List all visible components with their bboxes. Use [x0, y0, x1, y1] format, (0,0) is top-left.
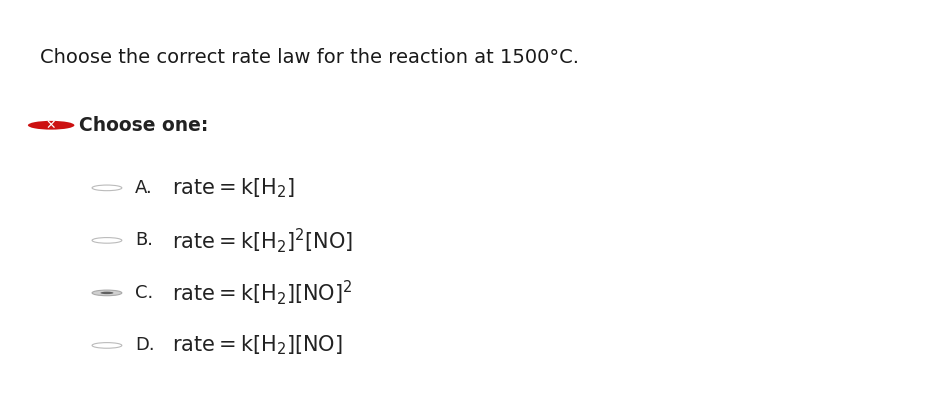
Ellipse shape [100, 292, 113, 294]
Text: C.: C. [135, 284, 153, 302]
Text: $\mathrm{rate=k}\left[\mathrm{H_2}\right]$: $\mathrm{rate=k}\left[\mathrm{H_2}\right… [172, 176, 295, 200]
Text: D.: D. [135, 337, 154, 354]
Ellipse shape [92, 238, 122, 243]
Text: Choose the correct rate law for the reaction at 1500°C.: Choose the correct rate law for the reac… [40, 48, 579, 67]
Text: $\mathrm{rate=k}\left[\mathrm{H_2}\right]^2\left[\mathrm{NO}\right]$: $\mathrm{rate=k}\left[\mathrm{H_2}\right… [172, 226, 352, 255]
Text: $\mathrm{rate=k}\left[\mathrm{H_2}\right]\left[\mathrm{NO}\right]$: $\mathrm{rate=k}\left[\mathrm{H_2}\right… [172, 334, 343, 357]
Text: B.: B. [135, 231, 153, 249]
Ellipse shape [92, 343, 122, 348]
Text: $\mathrm{rate=k}\left[\mathrm{H_2}\right]\left[\mathrm{NO}\right]^2$: $\mathrm{rate=k}\left[\mathrm{H_2}\right… [172, 278, 352, 307]
Text: Choose one:: Choose one: [79, 116, 208, 135]
Text: ✕: ✕ [46, 119, 57, 132]
Text: A.: A. [135, 179, 153, 197]
Ellipse shape [92, 185, 122, 191]
Ellipse shape [28, 121, 74, 130]
Ellipse shape [92, 290, 122, 296]
